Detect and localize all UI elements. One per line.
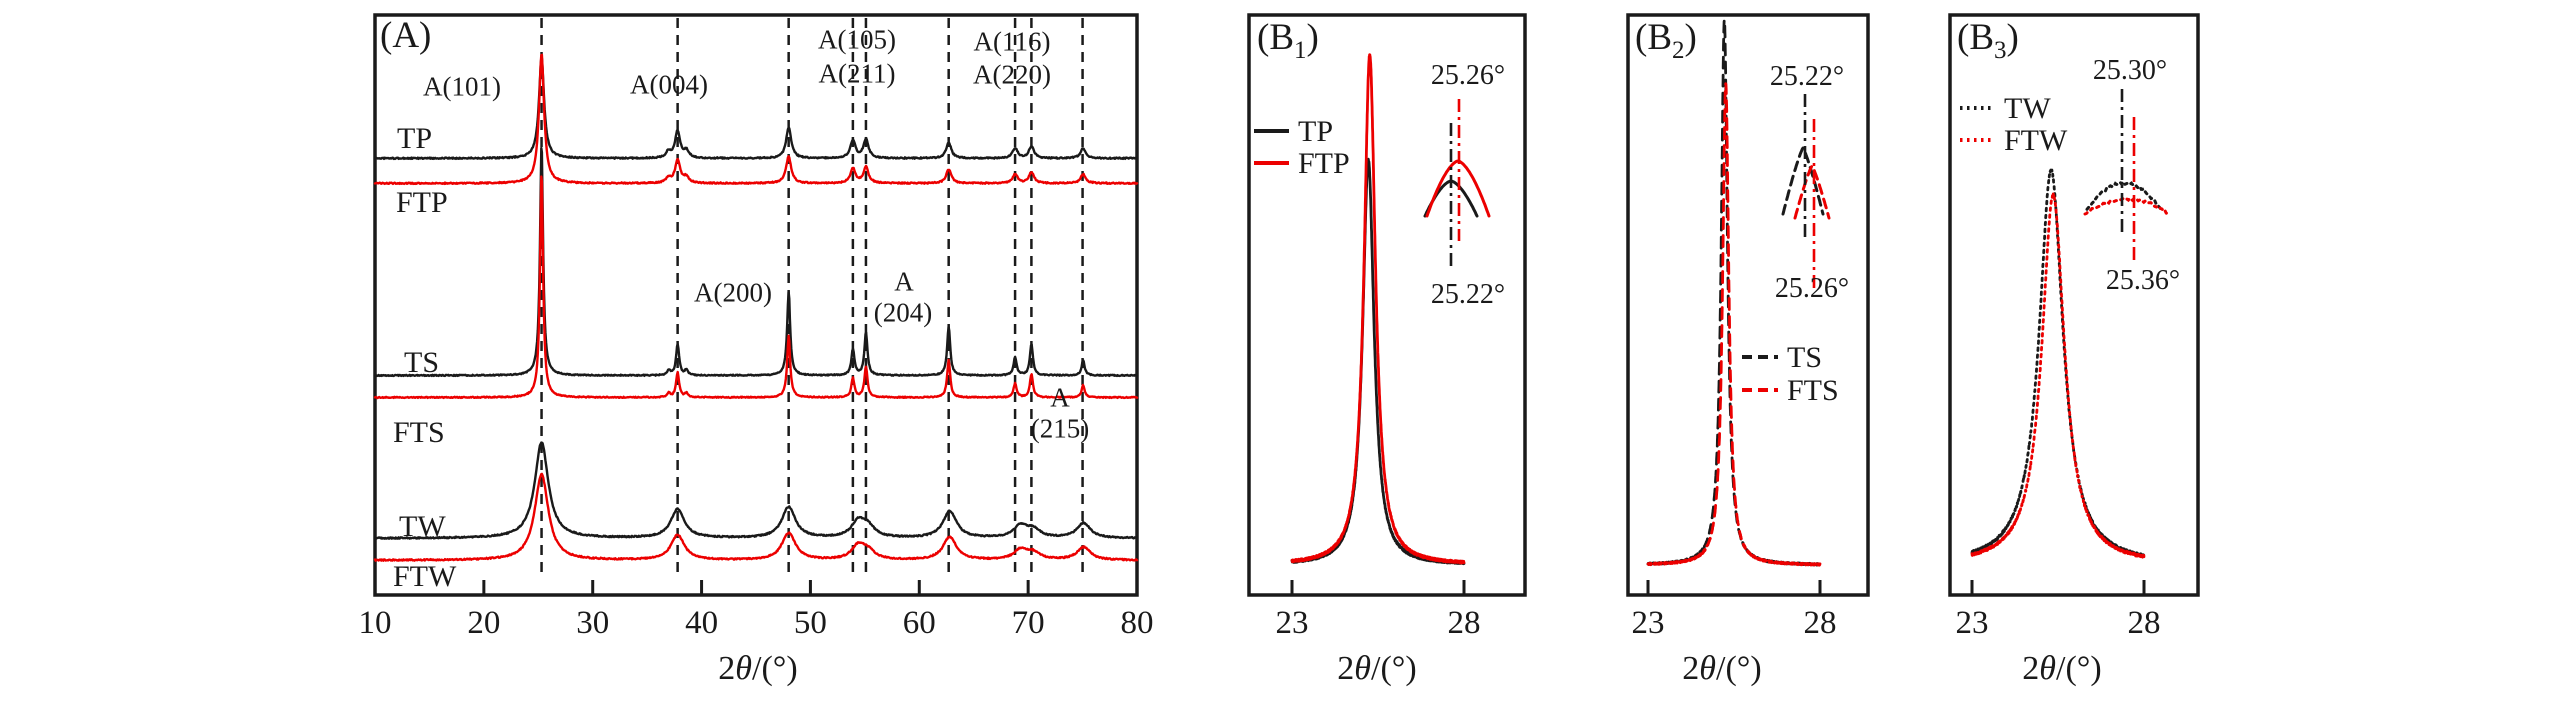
peak-label-A-10-215: (215)	[1030, 413, 1090, 444]
axis-label-B1: 2θ/(°)	[1337, 650, 1417, 687]
axis-label-B3: 2θ/(°)	[2022, 650, 2102, 687]
peak-label-A-6-A200: A(200)	[694, 277, 772, 308]
panel-b3-title-text: (B	[1957, 17, 1994, 58]
series-curve-FTP	[1290, 53, 1466, 565]
annotation-b2-fts-angle: 25.26°	[1774, 273, 1850, 304]
tick-label-B1-23: 23	[1276, 605, 1309, 641]
panel-b2-title: (B2)	[1635, 16, 1697, 65]
panel-a-title: (A)	[380, 14, 431, 63]
panel-b2-title-text: (B	[1635, 17, 1672, 58]
peak-label-A-4-A116: A(116)	[973, 26, 1051, 57]
panel-b2-title-sub: 2	[1672, 37, 1685, 64]
panel-B2-frame	[1626, 13, 1870, 597]
panel-A-frame	[373, 13, 1139, 597]
tick-label-B3-23: 23	[1956, 605, 1989, 641]
axis-label-A: 2θ/(°)	[718, 650, 798, 687]
peak-label-A-9-A: A	[1050, 382, 1070, 413]
axis-label-B2: 2θ/(°)	[1682, 650, 1762, 687]
tick-label-B2-28: 28	[1804, 605, 1837, 641]
panel-a-title-end: )	[419, 15, 432, 56]
legend-label-TP: TP	[1298, 115, 1333, 148]
series-label-TP: TP	[397, 122, 433, 155]
series-curve-TS	[373, 146, 1139, 378]
annotation-b3-ftw-angle: 25.36°	[2105, 265, 2181, 296]
legend-label-FTP: FTP	[1298, 147, 1350, 180]
tick-label-A-60: 60	[903, 605, 936, 641]
panel-b3-title-end: )	[2006, 17, 2019, 58]
tick-label-B1-28: 28	[1448, 605, 1481, 641]
annotation-b1-ftp-angle: 25.26°	[1430, 60, 1506, 91]
peak-label-A-7-A: A	[894, 266, 914, 297]
panel-B3-frame	[1948, 13, 2200, 597]
tick-label-B3-28: 28	[2128, 605, 2161, 641]
annotation-b3-tw-angle: 25.30°	[2092, 55, 2168, 86]
peak-label-A-0-A101: A(101)	[423, 71, 501, 102]
panel-B1-frame	[1247, 13, 1527, 597]
annotation-b1-tp-angle: 25.22°	[1430, 279, 1506, 310]
peak-label-A-8-204: (204)	[873, 297, 933, 328]
legend-label-FTW: FTW	[2004, 124, 2068, 157]
legend-label-FTS: FTS	[1787, 374, 1839, 407]
panel-b3-title: (B3)	[1957, 16, 2019, 65]
tick-label-A-50: 50	[794, 605, 827, 641]
series-curve-TW	[373, 441, 1139, 540]
peak-label-A-1-A004: A(004)	[630, 69, 708, 100]
series-curve-FTP	[373, 53, 1139, 186]
panel-a-title-text: (A	[380, 15, 420, 56]
panel-b2-title-end: )	[1684, 17, 1697, 58]
annotation-b2-ts-angle: 25.22°	[1769, 61, 1845, 92]
peak-label-A-2-A105: A(105)	[818, 24, 896, 55]
series-curve-FTS	[1646, 82, 1822, 567]
series-curve-TP	[373, 56, 1139, 161]
peak-label-A-5-A220: A(220)	[973, 59, 1051, 90]
panel-b1-title-sub: 1	[1294, 37, 1307, 64]
peak-label-A-3-A211: A(211)	[818, 58, 896, 89]
tick-label-A-80: 80	[1121, 605, 1154, 641]
inset-curve-B3-1	[2083, 196, 2171, 216]
panel-b3-title-sub: 3	[1994, 37, 2007, 64]
panel-b1-title-end: )	[1306, 17, 1319, 58]
tick-label-A-70: 70	[1012, 605, 1045, 641]
series-label-TW: TW	[399, 510, 446, 543]
series-label-FTP: FTP	[396, 186, 448, 219]
tick-label-A-10: 10	[359, 605, 392, 641]
inset-curve-B2-1	[1793, 163, 1831, 220]
series-label-TS: TS	[404, 346, 440, 379]
inset-curve-B3-0	[2085, 179, 2163, 212]
tick-label-A-20: 20	[467, 605, 500, 641]
inset-curve-B2-0	[1781, 145, 1825, 216]
legend-label-TW: TW	[2004, 92, 2051, 125]
series-label-FTS: FTS	[393, 416, 445, 449]
series-label-FTW: FTW	[393, 560, 457, 593]
series-curve-FTW	[373, 472, 1139, 562]
series-curve-TW	[1970, 167, 2146, 558]
tick-label-B2-23: 23	[1632, 605, 1665, 641]
panel-b1-title-text: (B	[1257, 17, 1294, 58]
legend-label-TS: TS	[1787, 341, 1822, 374]
panel-b1-title: (B1)	[1257, 16, 1319, 65]
tick-label-A-40: 40	[685, 605, 718, 641]
series-curve-FTW	[1970, 192, 2146, 559]
series-curve-FTS	[373, 175, 1139, 400]
tick-label-A-30: 30	[576, 605, 609, 641]
